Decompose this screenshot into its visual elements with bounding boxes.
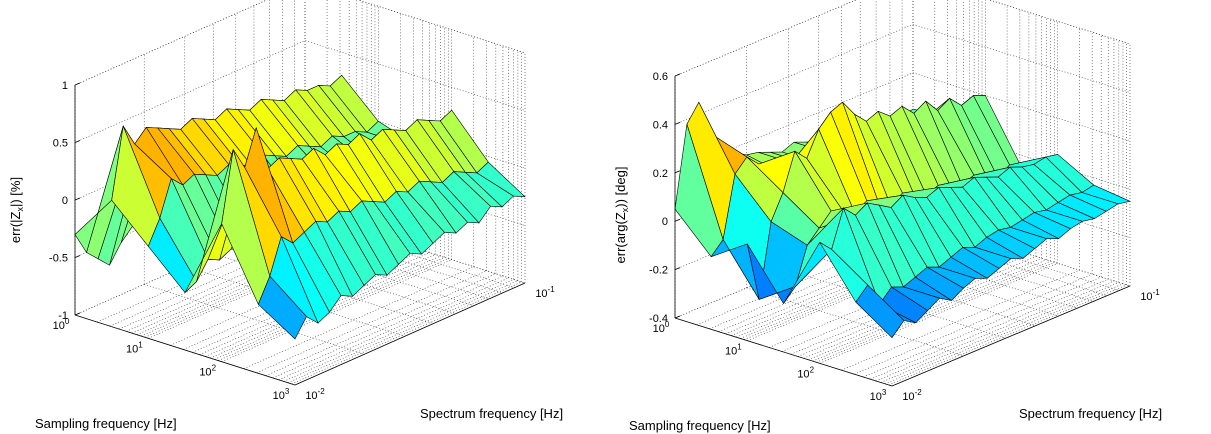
x-tick-label: 100	[653, 320, 670, 335]
grid-line	[818, 257, 1036, 327]
z-tick-label: -0.5	[49, 253, 68, 265]
grid-line	[213, 253, 434, 324]
grid-line	[902, 222, 1120, 291]
y-tick-label: 10-1	[535, 285, 555, 300]
z-axis-label: err(|Zx|) [%]	[8, 177, 25, 243]
grid-line	[860, 239, 1078, 309]
grid-line	[74, 212, 526, 316]
grid-line	[696, 224, 935, 326]
z-tick-label: 0	[62, 195, 68, 207]
x-tick-label: 102	[199, 364, 216, 379]
z-axis-label: err(arg(Zx)) [deg]	[613, 167, 630, 264]
surface	[74, 74, 526, 340]
x-axis-line	[674, 317, 893, 387]
box-edge	[74, 0, 526, 86]
z-tick-mark	[674, 73, 681, 77]
grid-line	[674, 0, 1131, 77]
z-tick-mark	[674, 122, 681, 125]
z-tick-mark	[74, 312, 81, 316]
grid-line	[888, 284, 1127, 386]
y-tick-label: 10-1	[1140, 288, 1160, 303]
grid-line	[184, 266, 405, 337]
x-tick-label: 103	[273, 387, 290, 402]
z-tick-mark	[674, 218, 681, 222]
grid-line	[709, 228, 948, 330]
x-axis-label: Sampling frequency [Hz]	[629, 418, 771, 433]
z-tick-mark	[74, 82, 81, 86]
z-tick-mark	[74, 140, 81, 143]
grid-line	[294, 217, 515, 288]
grid-line	[746, 287, 964, 357]
y-tick-label: 10-2	[305, 387, 325, 402]
z-tick-label: -1	[58, 310, 68, 322]
surface-patch	[855, 284, 905, 339]
grid-line	[870, 278, 1109, 380]
z-tick-label: 0.4	[653, 119, 668, 131]
z-tick-mark	[74, 255, 81, 258]
z-tick-mark	[674, 170, 681, 174]
y-axis-label: Spectrum frequency [Hz]	[420, 406, 563, 421]
z-tick-label: 0.2	[653, 168, 668, 180]
grid-line	[876, 233, 1094, 302]
grid-line	[253, 235, 475, 306]
z-tick-label: 0	[662, 216, 668, 228]
y-axis-line	[294, 282, 526, 386]
z-tick-mark	[674, 267, 681, 270]
grid-line	[674, 24, 1131, 125]
grid-line	[269, 228, 490, 300]
grid-line	[884, 283, 1124, 385]
grid-line	[788, 270, 1006, 339]
z-tick-mark	[74, 197, 81, 201]
x-axis-line	[74, 314, 296, 386]
grid-line	[880, 282, 1119, 383]
grid-line	[74, 40, 526, 143]
grid-line	[235, 243, 456, 314]
grid-line	[816, 262, 1055, 363]
y-axis-label: Spectrum frequency [Hz]	[1019, 406, 1162, 421]
x-tick-label: 103	[870, 388, 887, 403]
x-tick-label: 100	[53, 317, 70, 332]
box-edge	[674, 0, 1131, 77]
grid-line	[282, 222, 503, 294]
z-tick-label: -0.4	[649, 313, 668, 325]
z-tick-label: -0.2	[649, 265, 668, 277]
x-tick-label: 102	[797, 365, 814, 380]
surface-patch	[257, 275, 307, 340]
z-tick-label: 1	[62, 80, 68, 92]
y-axis-line	[891, 285, 1131, 387]
z-tick-mark	[674, 315, 681, 319]
x-tick-label: 101	[725, 343, 742, 358]
grid-line	[819, 263, 1058, 364]
grid-line	[144, 284, 365, 355]
grid-line	[718, 231, 957, 332]
x-tick-label: 101	[126, 340, 143, 355]
y-tick-label: 10-2	[902, 388, 922, 403]
grid-line	[854, 273, 1093, 375]
grid-line	[863, 276, 1102, 378]
grid-line	[674, 72, 1131, 174]
grid-line	[875, 280, 1115, 382]
z-tick-label: 0.5	[53, 138, 68, 150]
grid-line	[841, 269, 1080, 371]
grid-line	[841, 247, 1059, 317]
grid-line	[304, 212, 526, 284]
surface	[674, 95, 1131, 339]
z-tick-label: 0.6	[653, 71, 668, 83]
x-axis-label: Sampling frequency [Hz]	[35, 416, 177, 431]
grid-line	[889, 227, 1108, 296]
grid-line	[812, 260, 1051, 362]
